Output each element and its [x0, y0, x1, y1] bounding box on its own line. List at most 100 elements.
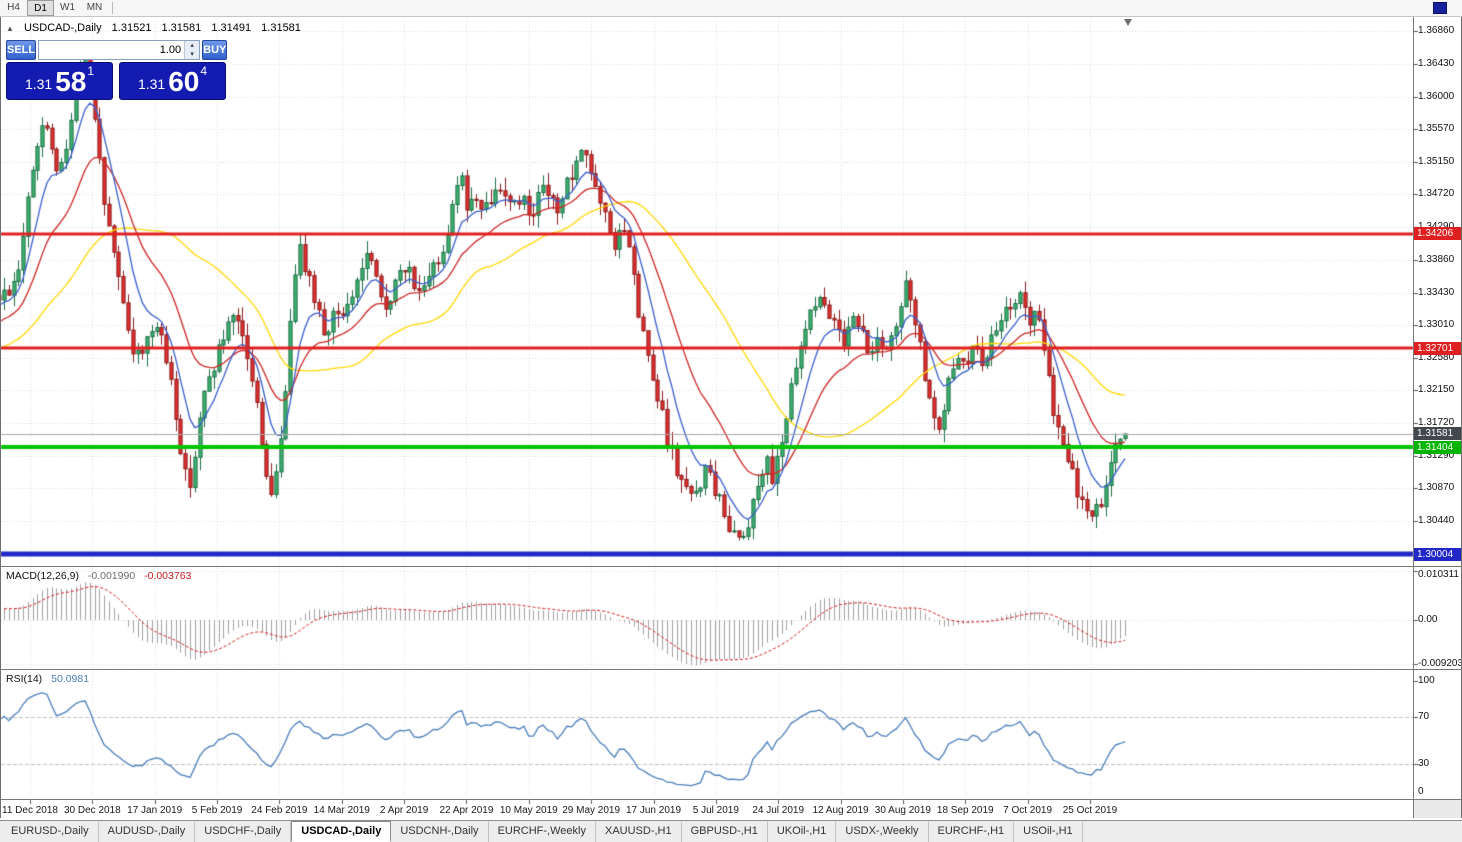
chart-tab[interactable]: USDCHF-,Daily	[195, 822, 292, 842]
date-axis-label: 7 Oct 2019	[1003, 805, 1053, 816]
price-axis-label: 1.31290	[1418, 450, 1455, 462]
chart-tab[interactable]: EURUSD-,Daily	[2, 822, 99, 842]
volume-increase-button[interactable]: ▴	[185, 41, 200, 50]
price-axis-label: 1.36000	[1418, 90, 1455, 102]
date-axis-label: 25 Oct 2019	[1062, 805, 1118, 816]
period-button-w1[interactable]: W1	[60, 2, 75, 13]
date-axis-label: 11 Dec 2018	[2, 805, 58, 816]
macd-main-value: -0.001990	[87, 570, 136, 582]
price-axis-label: 1.32580	[1418, 351, 1455, 363]
price-tag: 1.31581	[1414, 427, 1462, 441]
macd-indicator-label: MACD(12,26,9) -0.001990 -0.003763	[6, 570, 197, 582]
macd-name: MACD(12,26,9)	[6, 570, 79, 582]
date-axis[interactable]: 11 Dec 2018 30 Dec 2018 17 Jan 2019 5 Feb 2…	[0, 805, 1413, 818]
period-button-d1[interactable]: D1	[27, 0, 54, 16]
period-button-group: H4 D1 W1 MN	[0, 0, 108, 16]
chart-tab[interactable]: GBPUSD-,H1	[682, 822, 768, 842]
date-axis-label: 18 Sep 2019	[936, 805, 994, 816]
price-axis-label: 1.34720	[1418, 188, 1455, 200]
volume-input[interactable]	[39, 41, 185, 59]
price-axis[interactable]: 1.36860 1.36430 1.36000 1.35570 1.35150 1.347…	[1415, 17, 1462, 800]
macd-signal-value: -0.003763	[144, 570, 192, 582]
price-axis-label: 1.34290	[1418, 221, 1454, 232]
ohlc-low-value: 1.31491	[211, 22, 252, 34]
date-axis-label: 17 Jun 2019	[625, 805, 682, 816]
buy-price-main: 1.31	[137, 76, 166, 92]
price-axis-label: 1.36860	[1418, 25, 1455, 36]
price-axis-label: 1.31720	[1418, 417, 1455, 429]
sell-price-sup: 1	[87, 64, 95, 78]
buy-button[interactable]: BUY	[202, 40, 228, 60]
rsi-axis-label: 70	[1418, 710, 1430, 722]
price-axis-label: 1.35150	[1418, 155, 1455, 167]
chart-tab[interactable]: USDCAD-,Daily	[291, 821, 392, 842]
rsi-axis-label: 0	[1418, 786, 1424, 797]
price-axis-label: 1.30440	[1418, 515, 1455, 526]
price-axis-label: 1.35570	[1418, 123, 1455, 135]
ohlc-high-value: 1.31581	[161, 22, 202, 34]
rsi-name: RSI(14)	[6, 673, 43, 685]
price-tag: 1.32701	[1414, 341, 1462, 355]
date-axis-label: 22 Apr 2019	[439, 805, 494, 816]
rsi-axis-label: 100	[1418, 675, 1435, 686]
date-axis-label: 2 Apr 2019	[379, 805, 429, 816]
date-axis-label: 30 Dec 2018	[63, 805, 121, 816]
chart-tab[interactable]: EURCHF-,Weekly	[489, 822, 596, 842]
chart-shift-marker-icon[interactable]	[1124, 19, 1132, 26]
ohlc-open-value: 1.31521	[111, 22, 152, 34]
buy-price-sup: 4	[200, 64, 208, 78]
chart-tab[interactable]: XAUUSD-,H1	[596, 822, 682, 842]
chart-tab[interactable]: AUDUSD-,Daily	[99, 822, 196, 842]
volume-stepper: ▴ ▾	[38, 40, 201, 60]
sell-price-main: 1.31	[24, 76, 53, 92]
price-axis-label: 1.36430	[1418, 57, 1455, 69]
one-click-trade-panel: SELL ▴ ▾ BUY 1.31 58 1 1.31 60 4	[6, 40, 228, 100]
rsi-panel-separator[interactable]	[0, 669, 1462, 670]
price-axis-label: 1.32150	[1418, 384, 1455, 396]
volume-decrease-button[interactable]: ▾	[185, 50, 200, 59]
date-axis-label: 24 Jul 2019	[752, 805, 805, 816]
macd-axis-label: 0.00	[1418, 614, 1438, 626]
chart-window-icon[interactable]	[1433, 2, 1447, 14]
price-axis-separator[interactable]	[1413, 17, 1414, 818]
chart-tab[interactable]: UKOil-,H1	[768, 822, 837, 842]
macd-panel-separator[interactable]	[0, 566, 1462, 567]
chart-info-line: ▲ USDCAD-,Daily 1.31521 1.31581 1.31491 …	[6, 22, 308, 34]
chart-tab[interactable]: USDCNH-,Daily	[391, 822, 489, 842]
date-axis-label: 5 Feb 2019	[191, 805, 243, 816]
chart-tab-bar: EURUSD-,Daily AUDUSD-,Daily USDCHF-,Daily U…	[0, 820, 1462, 842]
buy-price-display[interactable]: 1.31 60 4	[119, 62, 226, 100]
sell-price-big: 58	[55, 66, 87, 97]
trade-panel-collapse-icon[interactable]: ▲	[6, 24, 14, 33]
toolbar-separator	[112, 2, 113, 14]
date-axis-label: 10 May 2019	[499, 805, 558, 816]
price-axis-label: 1.33430	[1418, 286, 1455, 298]
rsi-indicator-label: RSI(14) 50.0981	[6, 673, 95, 685]
price-axis-label: 1.30870	[1418, 482, 1455, 494]
price-axis-label: 1.33010	[1418, 318, 1455, 330]
ohlc-close-value: 1.31581	[261, 22, 301, 34]
chart-tab[interactable]: EURCHF-,H1	[929, 822, 1015, 842]
rsi-axis-label: 30	[1418, 758, 1430, 769]
axis-corner	[1414, 800, 1462, 818]
buy-price-big: 60	[168, 66, 200, 97]
price-axis-label: 1.33860	[1418, 253, 1455, 265]
date-axis-label: 29 May 2019	[562, 805, 621, 816]
price-tag: 1.34206	[1414, 227, 1462, 241]
macd-axis-label: -0.009203	[1418, 658, 1462, 669]
date-axis-label: 5 Jul 2019	[692, 805, 739, 816]
date-axis-label: 24 Feb 2019	[251, 805, 308, 816]
rsi-value: 50.0981	[51, 673, 90, 685]
date-axis-label: 17 Jan 2019	[127, 805, 183, 816]
date-axis-label: 14 Mar 2019	[313, 805, 370, 816]
sell-button[interactable]: SELL	[6, 40, 37, 60]
sell-price-display[interactable]: 1.31 58 1	[6, 62, 113, 100]
symbol-period-label: USDCAD-,Daily	[23, 22, 102, 34]
date-axis-separator	[0, 799, 1462, 800]
chart-tab[interactable]: USOil-,H1	[1014, 822, 1083, 842]
period-button-h4[interactable]: H4	[7, 2, 20, 13]
chart-tab[interactable]: USDX-,Weekly	[836, 822, 929, 842]
period-button-mn[interactable]: MN	[86, 2, 103, 13]
